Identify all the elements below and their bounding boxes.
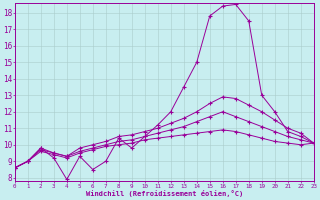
X-axis label: Windchill (Refroidissement éolien,°C): Windchill (Refroidissement éolien,°C) [86, 190, 243, 197]
